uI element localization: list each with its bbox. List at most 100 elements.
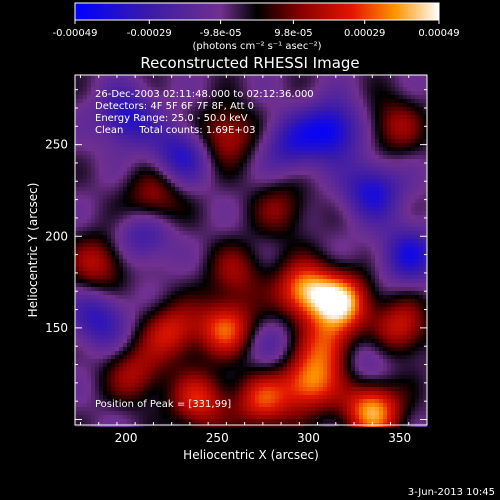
heatmap-cell	[135, 227, 139, 231]
heatmap-cell	[279, 83, 283, 87]
heatmap-cell	[339, 275, 343, 279]
heatmap-cell	[403, 175, 407, 179]
heatmap-cell	[251, 243, 255, 247]
heatmap-cell	[283, 219, 287, 223]
heatmap-cell	[419, 95, 423, 99]
heatmap-cell	[375, 91, 379, 95]
heatmap-cell	[287, 219, 291, 223]
heatmap-cell	[199, 295, 203, 299]
heatmap-cell	[135, 299, 139, 303]
heatmap-cell	[151, 147, 155, 151]
heatmap-cell	[235, 291, 239, 295]
heatmap-cell	[191, 99, 195, 103]
heatmap-cell	[199, 231, 203, 235]
heatmap-cell	[271, 275, 275, 279]
heatmap-cell	[259, 159, 263, 163]
heatmap-cell	[143, 175, 147, 179]
heatmap-cell	[355, 211, 359, 215]
heatmap-cell	[283, 123, 287, 127]
heatmap-cell	[291, 167, 295, 171]
heatmap-cell	[159, 115, 163, 119]
heatmap-cell	[271, 179, 275, 183]
heatmap-cell	[255, 83, 259, 87]
heatmap-cell	[103, 111, 107, 115]
heatmap-cell	[271, 271, 275, 275]
heatmap-cell	[95, 195, 99, 199]
heatmap-cell	[103, 75, 107, 79]
heatmap-cell	[79, 95, 83, 99]
heatmap-cell	[411, 291, 415, 295]
heatmap-cell	[319, 247, 323, 251]
heatmap-cell	[151, 223, 155, 227]
heatmap-cell	[143, 195, 147, 199]
heatmap-cell	[303, 127, 307, 131]
heatmap-cell	[315, 259, 319, 263]
heatmap-cell	[203, 119, 207, 123]
heatmap-cell	[203, 223, 207, 227]
heatmap-cell	[403, 103, 407, 107]
heatmap-cell	[283, 127, 287, 131]
heatmap-cell	[219, 267, 223, 271]
heatmap-cell	[403, 119, 407, 123]
heatmap-cell	[215, 163, 219, 167]
heatmap-cell	[303, 119, 307, 123]
heatmap-cell	[191, 155, 195, 159]
heatmap-cell	[163, 99, 167, 103]
heatmap-cell	[199, 223, 203, 227]
heatmap-cell	[399, 211, 403, 215]
heatmap-cell	[303, 79, 307, 83]
heatmap-cell	[399, 287, 403, 291]
heatmap-cell	[287, 163, 291, 167]
heatmap-cell	[187, 155, 191, 159]
heatmap-cell	[75, 267, 79, 271]
heatmap-cell	[91, 235, 95, 239]
heatmap-cell	[419, 75, 423, 79]
heatmap-cell	[79, 283, 83, 287]
heatmap-cell	[335, 287, 339, 291]
heatmap-cell	[75, 167, 79, 171]
heatmap-cell	[107, 239, 111, 243]
heatmap-cell	[283, 111, 287, 115]
heatmap-cell	[395, 263, 399, 267]
heatmap-cell	[119, 239, 123, 243]
heatmap-cell	[395, 139, 399, 143]
heatmap-cell	[195, 191, 199, 195]
heatmap-cell	[335, 91, 339, 95]
heatmap-cell	[127, 135, 131, 139]
heatmap-cell	[231, 199, 235, 203]
heatmap-cell	[323, 211, 327, 215]
heatmap-cell	[359, 207, 363, 211]
heatmap-cell	[303, 295, 307, 299]
heatmap-cell	[279, 135, 283, 139]
heatmap-cell	[251, 167, 255, 171]
heatmap-cell	[263, 131, 267, 135]
heatmap-cell	[223, 191, 227, 195]
heatmap-cell	[135, 279, 139, 283]
heatmap-cell	[355, 163, 359, 167]
heatmap-cell	[307, 195, 311, 199]
heatmap-cell	[263, 99, 267, 103]
heatmap-cell	[95, 171, 99, 175]
heatmap-cell	[371, 287, 375, 291]
heatmap-cell	[339, 183, 343, 187]
heatmap-cell	[155, 151, 159, 155]
heatmap-cell	[299, 91, 303, 95]
heatmap-cell	[291, 83, 295, 87]
heatmap-cell	[87, 287, 91, 291]
heatmap-cell	[159, 127, 163, 131]
heatmap-cell	[395, 119, 399, 123]
heatmap-cell	[355, 223, 359, 227]
heatmap-cell	[379, 187, 383, 191]
heatmap-cell	[123, 295, 127, 299]
heatmap-cell	[79, 263, 83, 267]
heatmap-cell	[375, 283, 379, 287]
heatmap-cell	[187, 219, 191, 223]
heatmap-cell	[163, 295, 167, 299]
heatmap-cell	[343, 219, 347, 223]
heatmap-cell	[135, 103, 139, 107]
heatmap-cell	[163, 155, 167, 159]
heatmap-cell	[107, 95, 111, 99]
heatmap-cell	[171, 131, 175, 135]
heatmap-cell	[227, 83, 231, 87]
heatmap-cell	[175, 99, 179, 103]
